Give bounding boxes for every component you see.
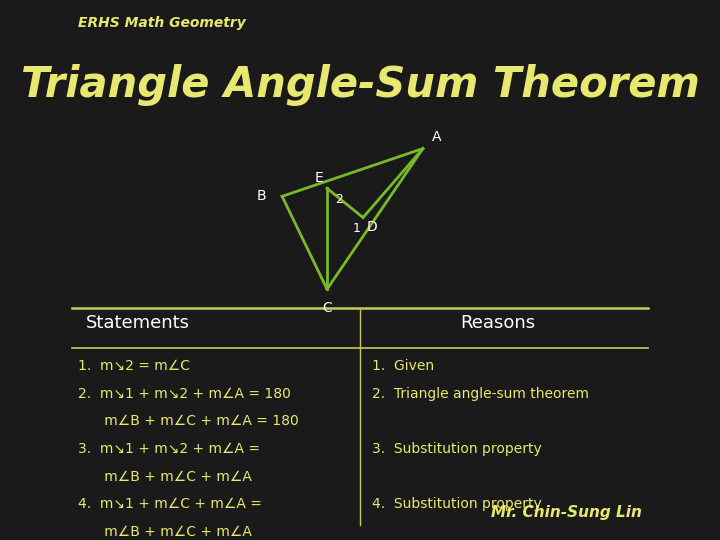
Text: 1: 1 <box>353 222 361 235</box>
Text: D: D <box>366 220 377 234</box>
Text: 3.  m↘1 + m↘2 + m∠A =: 3. m↘1 + m↘2 + m∠A = <box>78 442 261 456</box>
Text: ERHS Math Geometry: ERHS Math Geometry <box>78 16 246 30</box>
Text: 2.  Triangle angle-sum theorem: 2. Triangle angle-sum theorem <box>372 387 589 401</box>
Text: m∠B + m∠C + m∠A: m∠B + m∠C + m∠A <box>78 470 252 483</box>
Text: m∠B + m∠C + m∠A = 180: m∠B + m∠C + m∠A = 180 <box>78 414 300 428</box>
Text: 3.  Substitution property: 3. Substitution property <box>372 442 541 456</box>
Text: 2.  m↘1 + m↘2 + m∠A = 180: 2. m↘1 + m↘2 + m∠A = 180 <box>78 387 292 401</box>
Text: C: C <box>322 301 332 315</box>
Text: 1.  m↘2 = m∠C: 1. m↘2 = m∠C <box>78 359 190 373</box>
Text: E: E <box>315 172 324 185</box>
Text: Statements: Statements <box>86 314 190 332</box>
Text: 1.  Given: 1. Given <box>372 359 434 373</box>
Text: Reasons: Reasons <box>460 314 536 332</box>
Text: 4.  m↘1 + m∠C + m∠A =: 4. m↘1 + m∠C + m∠A = <box>78 497 262 511</box>
Text: Mr. Chin-Sung Lin: Mr. Chin-Sung Lin <box>491 505 642 520</box>
Text: m∠B + m∠C + m∠A: m∠B + m∠C + m∠A <box>78 525 252 539</box>
Text: Triangle Angle-Sum Theorem: Triangle Angle-Sum Theorem <box>21 64 699 106</box>
Text: 2: 2 <box>335 193 343 206</box>
Text: A: A <box>431 130 441 144</box>
Text: B: B <box>256 190 266 204</box>
Text: 4.  Substitution property: 4. Substitution property <box>372 497 541 511</box>
